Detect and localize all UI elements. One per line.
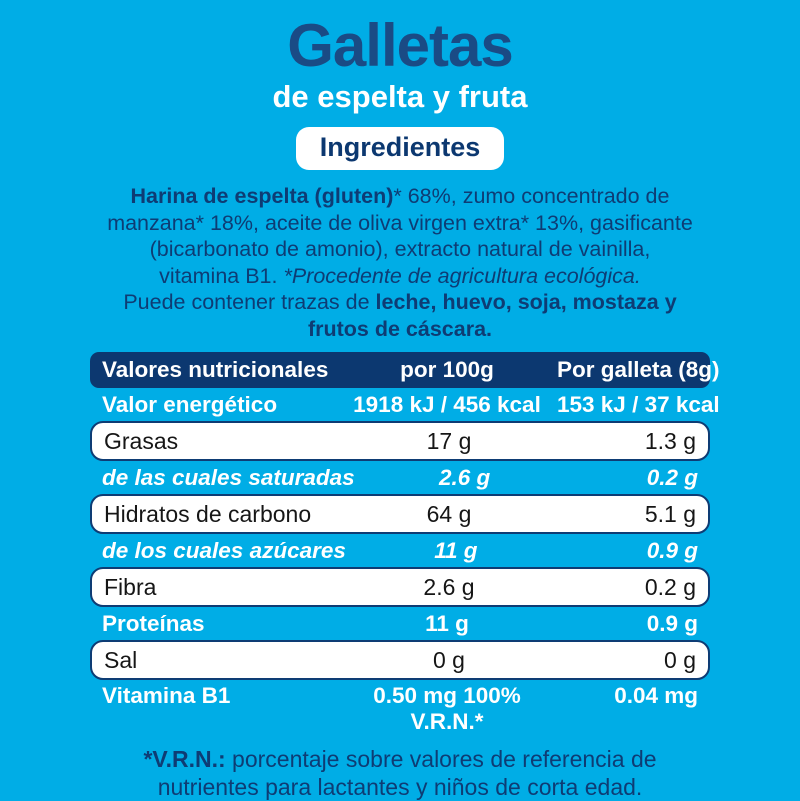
ingredients-badge-wrap: Ingredientes: [0, 127, 800, 170]
row-per-100g: 11 g: [346, 538, 566, 564]
nutrition-table-header: Valores nutricionales por 100g Por galle…: [90, 352, 710, 388]
ingredients-line: (bicarbonato de amonio), extracto natura…: [52, 236, 748, 263]
row-per-100g: 17 g: [339, 428, 559, 455]
row-per-galleta: 0.2 g: [559, 574, 696, 601]
ingredients-line: Puede contener trazas de leche, huevo, s…: [52, 289, 748, 316]
footnote-line: nutrientes para lactantes y niños de cor…: [50, 774, 750, 801]
footnote-line: *V.R.N.: porcentaje sobre valores de ref…: [50, 746, 750, 774]
row-per-100g-line2: V.R.N.*: [337, 709, 557, 735]
row-label: Sal: [104, 647, 339, 674]
row-label: Valor energético: [102, 392, 337, 418]
row-label: de las cuales saturadas: [102, 465, 355, 491]
text-segment: porcentaje sobre valores de referencia d…: [226, 746, 657, 772]
row-per-100g: 0.50 mg 100%V.R.N.*: [337, 683, 557, 735]
row-per-galleta: 0.9 g: [566, 538, 698, 564]
header-col-per-galleta: Por galleta (8g): [557, 357, 720, 383]
text-segment: manzana* 18%, aceite de oliva virgen ext…: [107, 211, 693, 235]
row-per-100g: 11 g: [337, 611, 557, 637]
ingredients-line: manzana* 18%, aceite de oliva virgen ext…: [52, 210, 748, 237]
text-segment: Harina de espelta (gluten): [131, 184, 394, 208]
text-segment: Puede contener trazas de: [123, 290, 375, 314]
row-label: Vitamina B1: [102, 683, 337, 709]
row-per-100g: 0 g: [339, 647, 559, 674]
row-label: Grasas: [104, 428, 339, 455]
text-segment: vitamina B1.: [159, 264, 283, 288]
ingredients-text: Harina de espelta (gluten)* 68%, zumo co…: [52, 183, 748, 342]
text-segment: *Procedente de agricultura ecológica.: [283, 264, 640, 288]
header-col-per-100g: por 100g: [337, 357, 557, 383]
text-segment: frutos de cáscara.: [308, 317, 492, 341]
header-col-label: Valores nutricionales: [102, 357, 337, 383]
row-label: Proteínas: [102, 611, 337, 637]
text-segment: leche, huevo, soja, mostaza y: [376, 290, 677, 314]
row-per-galleta: 0.04 mg: [557, 683, 698, 709]
row-per-100g: 64 g: [339, 501, 559, 528]
product-title: Galletas: [0, 16, 800, 76]
vrn-footnote: *V.R.N.: porcentaje sobre valores de ref…: [50, 746, 750, 801]
text-segment: * 68%, zumo concentrado de: [393, 184, 669, 208]
row-per-100g: 1918 kJ / 456 kcal: [337, 392, 557, 418]
ingredients-line: vitamina B1. *Procedente de agricultura …: [52, 263, 748, 290]
row-label: Hidratos de carbono: [104, 501, 339, 528]
text-segment: (bicarbonato de amonio), extracto natura…: [150, 237, 651, 261]
ingredients-line: frutos de cáscara.: [52, 316, 748, 343]
row-label: de los cuales azúcares: [102, 538, 346, 564]
nutrition-table: Valores nutricionales por 100g Por galle…: [90, 352, 710, 737]
row-per-galleta: 0.2 g: [575, 465, 698, 491]
row-per-100g-line1: 0.50 mg 100%: [337, 683, 557, 709]
row-per-100g: 2.6 g: [339, 574, 559, 601]
text-segment: *V.R.N.:: [143, 746, 225, 772]
row-per-galleta: 0 g: [559, 647, 696, 674]
product-subtitle: de espelta y fruta: [0, 81, 800, 112]
row-per-galleta: 0.9 g: [557, 611, 698, 637]
text-segment: nutrientes para lactantes y niños de cor…: [158, 774, 643, 800]
row-per-galleta: 153 kJ / 37 kcal: [557, 392, 720, 418]
ingredients-badge: Ingredientes: [296, 127, 505, 170]
row-per-galleta: 5.1 g: [559, 501, 696, 528]
row-per-galleta: 1.3 g: [559, 428, 696, 455]
ingredients-line: Harina de espelta (gluten)* 68%, zumo co…: [52, 183, 748, 210]
row-label: Fibra: [104, 574, 339, 601]
row-per-100g: 2.6 g: [355, 465, 575, 491]
